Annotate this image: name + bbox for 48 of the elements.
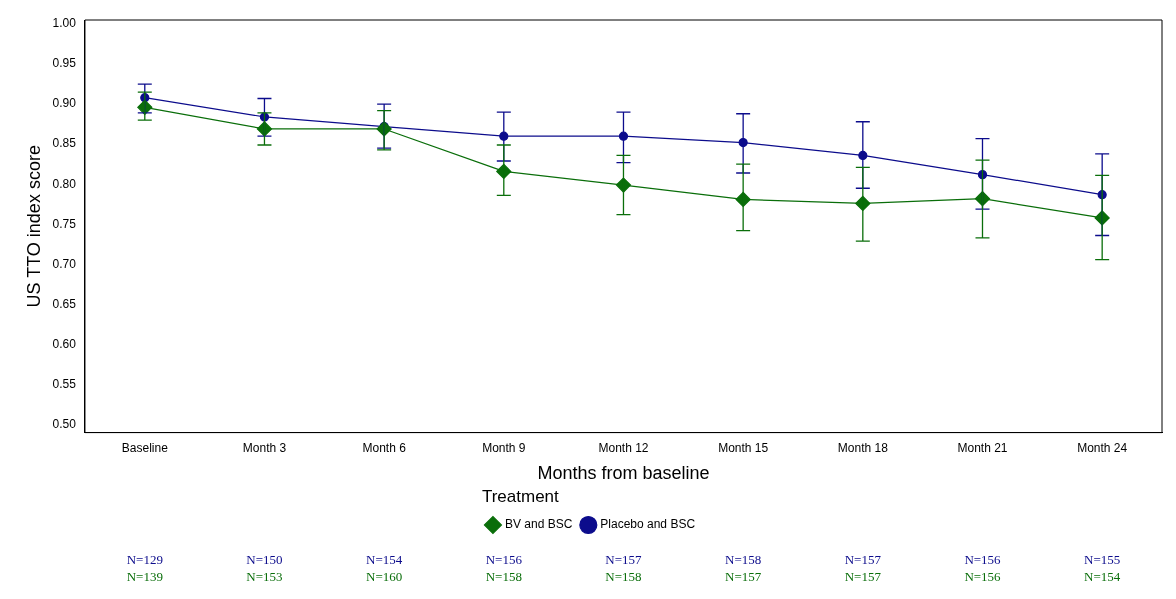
y-tick-label: 0.65 [52,296,77,311]
text: N=158 [605,569,642,585]
point [974,191,991,207]
text: N=155 [1084,552,1121,568]
x-tick-label: Month 15 [718,441,769,456]
y-tick-label: 0.75 [52,216,77,231]
x-tick-label: Month 21 [957,441,1008,456]
point [256,121,273,137]
legend-label: Placebo and BSC [600,517,696,532]
y-tick-label: 0.50 [52,416,77,431]
text: N=158 [485,569,522,585]
text: N=139 [126,569,163,585]
text: N=157 [844,552,882,568]
y-tick-label: 0.90 [52,96,77,111]
point [855,195,871,212]
y-tick-label: 0.85 [52,136,77,151]
text: N=156 [964,552,1002,568]
text: N=154 [1084,569,1121,585]
y-tick-label: 0.70 [52,256,77,271]
x-tick-label: Month 6 [362,441,407,456]
x-tick-label: Month 24 [1077,441,1128,456]
y-axis-title: US TTO index score [23,145,44,308]
text: N=129 [126,552,163,568]
text: N=158 [725,552,762,568]
x-axis-title: Months from baseline [537,462,710,483]
x-tick-label: Month 18 [837,441,889,456]
x-tick-label: Baseline [121,441,169,456]
point [615,177,632,193]
x-tick-label: Month 12 [598,441,649,456]
y-tick-label: 0.80 [52,176,77,191]
y-tick-label: 1.00 [52,16,77,31]
x-tick-label: Month 3 [242,441,287,456]
text: N=160 [366,569,403,585]
legend-title: Treatment [481,486,560,506]
text: N=156 [964,569,1002,585]
text: N=157 [605,552,643,568]
y-tick-label: 0.60 [52,336,77,351]
y-tick-label: 0.55 [52,376,77,391]
text: N=154 [366,552,403,568]
legend-label: BV and BSC [504,517,573,532]
text: N=157 [725,569,762,585]
text: N=157 [844,569,882,585]
text: N=156 [485,552,523,568]
text: N=150 [246,552,283,568]
point [496,163,512,180]
x-tick-label: Month 9 [482,441,526,456]
y-tick-label: 0.95 [52,56,77,71]
text: N=153 [246,569,283,585]
